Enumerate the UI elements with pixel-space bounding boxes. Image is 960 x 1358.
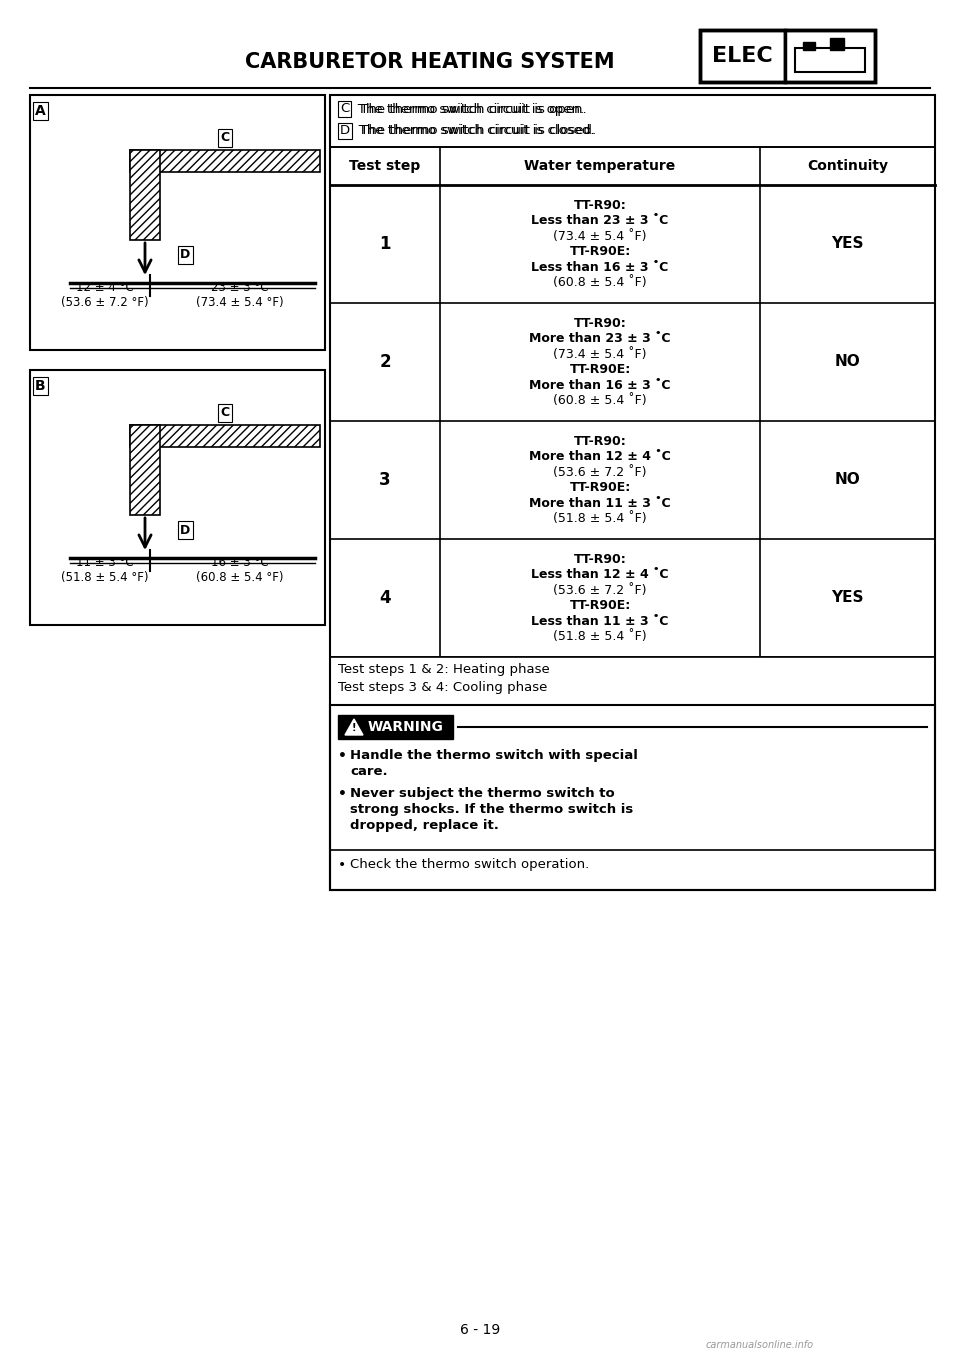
Text: (53.6 ± 7.2 ˚F): (53.6 ± 7.2 ˚F)	[553, 584, 647, 596]
Text: •: •	[338, 858, 347, 872]
Text: •: •	[338, 750, 347, 763]
Text: 12 ± 4 °C
(53.6 ± 7.2 °F): 12 ± 4 °C (53.6 ± 7.2 °F)	[61, 281, 149, 310]
Text: (60.8 ± 5.4 ˚F): (60.8 ± 5.4 ˚F)	[553, 276, 647, 289]
Bar	[130, 149, 320, 172]
Text: Test steps 3 & 4: Cooling phase: Test steps 3 & 4: Cooling phase	[338, 680, 547, 694]
Text: NO: NO	[834, 473, 860, 488]
Text: Less than 16 ± 3 ˚C: Less than 16 ± 3 ˚C	[532, 261, 668, 274]
Text: More than 11 ± 3 ˚C: More than 11 ± 3 ˚C	[529, 497, 671, 509]
Bar	[785, 30, 875, 81]
Text: 11 ± 3 °C
(51.8 ± 5.4 °F): 11 ± 3 °C (51.8 ± 5.4 °F)	[61, 555, 149, 584]
Text: More than 23 ± 3 ˚C: More than 23 ± 3 ˚C	[529, 333, 671, 345]
Text: Less than 11 ± 3 ˚C: Less than 11 ± 3 ˚C	[531, 615, 669, 627]
Text: CARBURETOR HEATING SYSTEM: CARBURETOR HEATING SYSTEM	[245, 52, 614, 72]
Text: TT-R90:: TT-R90:	[574, 553, 626, 566]
Text: ELEC: ELEC	[712, 46, 773, 67]
Text: C: C	[221, 406, 229, 420]
Text: 23 ± 3 °C
(73.4 ± 5.4 °F): 23 ± 3 °C (73.4 ± 5.4 °F)	[196, 281, 284, 310]
Text: (73.4 ± 5.4 ˚F): (73.4 ± 5.4 ˚F)	[553, 230, 647, 243]
Text: TT-R90:: TT-R90:	[574, 435, 626, 448]
Bar	[830, 38, 844, 50]
Text: −: −	[804, 41, 813, 52]
Text: More than 12 ± 4 ˚C: More than 12 ± 4 ˚C	[529, 451, 671, 463]
Text: +: +	[832, 39, 842, 49]
Text: Continuity: Continuity	[807, 159, 888, 172]
Text: 16 ± 3 °C
(60.8 ± 5.4 °F): 16 ± 3 °C (60.8 ± 5.4 °F)	[196, 555, 284, 584]
Text: YES: YES	[831, 236, 864, 251]
Bar	[130, 425, 320, 447]
Text: 4: 4	[379, 589, 391, 607]
Text: TT-R90E:: TT-R90E:	[569, 246, 631, 258]
Text: C: C	[221, 130, 229, 144]
Bar	[803, 42, 815, 50]
Text: TT-R90E:: TT-R90E:	[569, 481, 631, 494]
Text: Test step: Test step	[349, 159, 420, 172]
Text: (51.8 ± 5.4 ˚F): (51.8 ± 5.4 ˚F)	[553, 512, 647, 526]
Bar	[130, 149, 160, 240]
Text: (53.6 ± 7.2 ˚F): (53.6 ± 7.2 ˚F)	[553, 466, 647, 479]
Text: care.: care.	[350, 765, 388, 778]
Text: C: C	[340, 102, 349, 115]
Text: Less than 12 ± 4 ˚C: Less than 12 ± 4 ˚C	[531, 568, 669, 581]
Text: strong shocks. If the thermo switch is: strong shocks. If the thermo switch is	[350, 803, 634, 816]
Text: D: D	[180, 523, 190, 536]
Text: dropped, replace it.: dropped, replace it.	[350, 819, 499, 832]
Text: 3: 3	[379, 471, 391, 489]
Bar	[700, 30, 875, 81]
Text: •: •	[338, 788, 347, 801]
Text: Never subject the thermo switch to: Never subject the thermo switch to	[350, 788, 614, 800]
Text: The thermo switch circuit is closed.: The thermo switch circuit is closed.	[356, 125, 596, 137]
Text: WARNING: WARNING	[368, 720, 444, 735]
Text: !: !	[351, 722, 356, 733]
Bar	[330, 95, 935, 147]
Text: TT-R90:: TT-R90:	[574, 198, 626, 212]
Bar	[330, 95, 935, 889]
Text: D: D	[180, 249, 190, 262]
Text: B: B	[35, 379, 46, 392]
Text: NO: NO	[834, 354, 860, 369]
Text: Check the thermo switch operation.: Check the thermo switch operation.	[350, 858, 589, 870]
Text: 1: 1	[379, 235, 391, 253]
Polygon shape	[345, 718, 363, 735]
Text: Water temperature: Water temperature	[524, 159, 676, 172]
Bar	[795, 48, 865, 72]
Text: The thermo switch circuit is open.: The thermo switch circuit is open.	[356, 102, 587, 115]
Text: TT-R90E:: TT-R90E:	[569, 363, 631, 376]
Bar	[330, 657, 935, 705]
Text: More than 16 ± 3 ˚C: More than 16 ± 3 ˚C	[529, 379, 671, 391]
Text: Handle the thermo switch with special: Handle the thermo switch with special	[350, 750, 637, 762]
Bar	[30, 95, 325, 350]
Text: D  The thermo switch circuit is closed.: D The thermo switch circuit is closed.	[340, 125, 594, 137]
Bar	[700, 30, 785, 81]
Text: C  The thermo switch circuit is open.: C The thermo switch circuit is open.	[340, 102, 584, 115]
Text: TT-R90E:: TT-R90E:	[569, 599, 631, 612]
Text: Less than 23 ± 3 ˚C: Less than 23 ± 3 ˚C	[532, 215, 668, 227]
Text: (73.4 ± 5.4 ˚F): (73.4 ± 5.4 ˚F)	[553, 348, 647, 361]
Bar	[130, 425, 160, 515]
Text: carmanualsonline.info: carmanualsonline.info	[706, 1340, 814, 1350]
Bar	[30, 369, 325, 625]
Text: (51.8 ± 5.4 ˚F): (51.8 ± 5.4 ˚F)	[553, 630, 647, 644]
Text: 6 - 19: 6 - 19	[460, 1323, 500, 1338]
Text: (60.8 ± 5.4 ˚F): (60.8 ± 5.4 ˚F)	[553, 394, 647, 407]
Text: 2: 2	[379, 353, 391, 371]
Text: A: A	[35, 105, 46, 118]
Bar	[330, 705, 935, 889]
Text: Test steps 1 & 2: Heating phase: Test steps 1 & 2: Heating phase	[338, 663, 550, 675]
Text: YES: YES	[831, 591, 864, 606]
Text: TT-R90:: TT-R90:	[574, 316, 626, 330]
Bar	[338, 716, 453, 739]
Text: D: D	[340, 125, 350, 137]
